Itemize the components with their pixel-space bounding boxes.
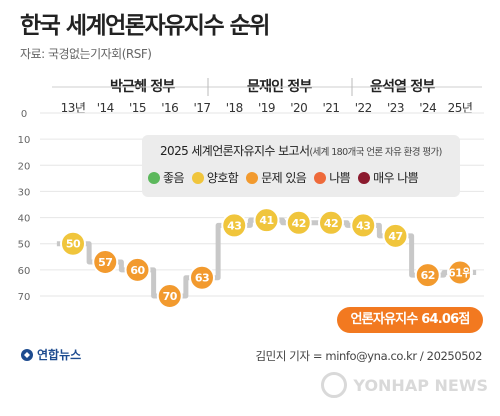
legend-dot-icon — [314, 171, 327, 184]
y-tick-label: 20 — [18, 161, 31, 172]
chart-source: 자료: 국경없는기자회(RSF) — [20, 47, 152, 61]
legend-dot-icon — [246, 171, 259, 184]
yonhap-logo-text: 연합뉴스 — [37, 348, 82, 362]
data-label: 63 — [195, 272, 209, 285]
x-tick-label: '17 — [193, 101, 210, 115]
legend-item-label: 좋음 — [163, 171, 184, 185]
legend-dot-icon — [358, 171, 371, 184]
y-tick-label: 60 — [18, 266, 31, 277]
x-tick-label: 25년 — [448, 101, 473, 115]
legend-item: 문제 있음 — [246, 169, 307, 186]
y-tick-label: 10 — [18, 135, 31, 146]
legend-item-label: 양호함 — [206, 171, 239, 185]
data-point — [189, 264, 215, 291]
data-label: 60 — [130, 264, 145, 277]
data-label: 61위 — [448, 266, 472, 279]
chart-title: 한국 세계언론자유지수 순위 — [20, 13, 270, 39]
watermark-logo-icon — [321, 372, 348, 398]
data-label: 70 — [163, 290, 178, 303]
x-tick-label: 13년 — [61, 101, 86, 115]
legend-title-text: 2025 세계언론자유지수 보고서 — [160, 144, 310, 158]
legend-item: 좋음 — [148, 169, 184, 186]
y-tick-label: 30 — [18, 187, 31, 198]
legend-subtitle: (세계 180개국 언론 자유 환경 평가) — [309, 147, 442, 158]
watermark-text: YONHAP NEWS — [353, 375, 488, 395]
data-label: 42 — [324, 217, 338, 230]
x-tick-label: '18 — [226, 101, 243, 115]
data-point — [221, 212, 248, 239]
x-tick-label: '15 — [129, 101, 146, 115]
x-tick-label: '20 — [290, 101, 307, 115]
data-point — [447, 259, 473, 286]
data-point — [92, 249, 119, 276]
data-label: 57 — [98, 256, 112, 269]
legend-dot-icon — [191, 171, 204, 184]
x-tick-label: '14 — [97, 101, 114, 115]
legend-item-label: 문제 있음 — [261, 171, 307, 185]
reporter-credit: 김민지 기자 = minfo@yna.co.kr / 20250502 — [255, 349, 483, 363]
legend-item: 양호함 — [191, 169, 239, 186]
y-tick-label: 40 — [18, 214, 31, 225]
yonhap-logo: 연합뉴스 — [20, 346, 81, 363]
y-tick-label: 70 — [18, 292, 31, 303]
data-point — [253, 207, 280, 234]
y-tick-label: 0 — [21, 109, 27, 120]
data-point — [124, 256, 151, 283]
x-tick-label: '22 — [355, 101, 372, 115]
x-tick-label: '24 — [419, 101, 436, 115]
series-line — [56, 217, 477, 299]
data-label: 41 — [259, 214, 273, 227]
legend-item-label: 나쁨 — [329, 171, 351, 185]
legend-item: 나쁨 — [314, 169, 351, 186]
legend-item: 매우 나쁨 — [358, 169, 419, 186]
data-label: 43 — [356, 219, 370, 232]
score-callout: 언론자유지수 64.06점 — [337, 307, 483, 333]
data-label: 47 — [388, 230, 402, 243]
legend-dot-icon — [148, 171, 160, 184]
data-point — [350, 212, 377, 239]
x-tick-label: '23 — [387, 101, 404, 115]
x-tick-label: '19 — [258, 101, 275, 115]
legend-title: 2025 세계언론자유지수 보고서(세계 180개국 언론 자유 환경 평가) — [160, 142, 442, 159]
data-point — [156, 283, 183, 309]
data-point — [318, 209, 344, 236]
legend-item-label: 매우 나쁨 — [373, 171, 419, 185]
legend-items: 좋음 양호함 문제 있음 나쁨 매우 나쁨 — [148, 169, 419, 186]
x-tick-label: '16 — [161, 101, 178, 115]
data-point — [285, 209, 312, 236]
data-point — [414, 262, 441, 289]
data-label: 62 — [421, 269, 435, 282]
yonhap-watermark: YONHAP NEWS — [321, 372, 488, 398]
data-label: 50 — [66, 238, 81, 251]
y-tick-label: 50 — [18, 240, 31, 251]
data-label: 43 — [227, 219, 241, 232]
legend-box: 2025 세계언론자유지수 보고서(세계 180개국 언론 자유 환경 평가) … — [142, 135, 460, 197]
data-label: 42 — [292, 217, 306, 230]
x-tick-label: '21 — [322, 101, 339, 115]
yonhap-logo-icon — [21, 348, 33, 361]
data-point — [60, 230, 86, 257]
data-point — [382, 222, 409, 249]
